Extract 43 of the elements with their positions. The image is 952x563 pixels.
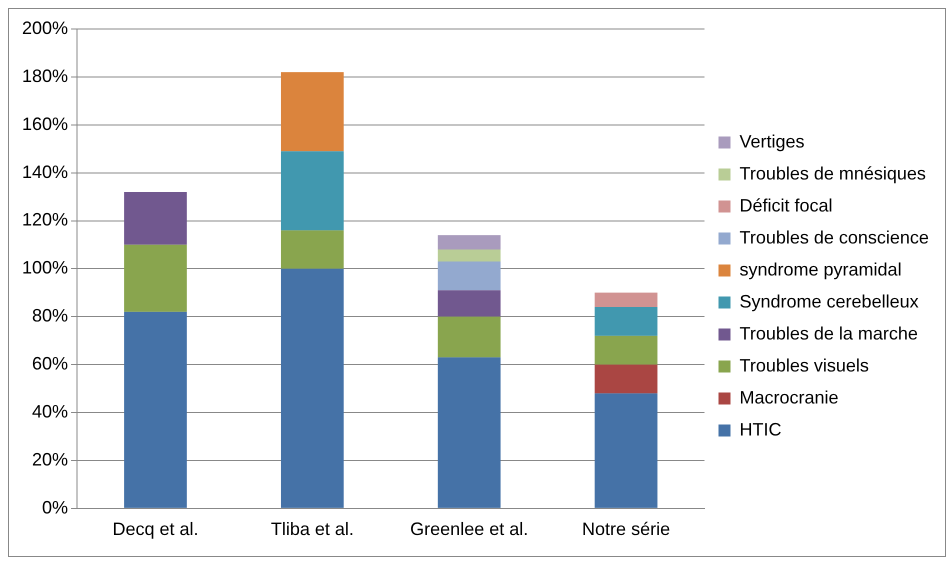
bar [438,262,501,290]
legend-label: Troubles visuels [740,355,869,376]
bar [438,250,501,262]
bar [124,312,187,508]
bar [124,192,187,245]
y-tick-label: 60% [32,354,68,374]
bar [280,268,344,508]
bar [594,336,658,365]
bar [280,72,344,152]
bar [280,151,344,230]
y-tick-label: 20% [32,449,68,470]
legend-label: Troubles de conscience [740,227,929,248]
x-tick-label: Tliba et al. [270,519,354,540]
bar [594,307,658,336]
y-tick-label: 80% [32,306,68,326]
y-tick-label: 200% [22,18,68,38]
legend-label: syndrome pyramidal [740,259,902,280]
bar [438,235,501,250]
y-tick-label: 160% [22,114,68,134]
legend-label: Troubles de la marche [740,323,918,344]
bar [124,244,187,312]
y-tick-label: 120% [22,210,68,230]
x-tick-label: Greenlee et al. [410,519,528,540]
legend-label: Déficit focal [740,195,833,216]
y-tick-label: 180% [22,66,68,86]
legend-label: Troubles de mnésiques [740,163,926,184]
bar [438,357,501,508]
bar [594,364,658,394]
y-tick-label: 40% [32,401,68,422]
y-tick-label: 100% [22,258,68,278]
legend-label: Vertiges [740,131,805,152]
y-tick-label: 140% [22,162,68,182]
bar [594,393,658,508]
bar [438,316,501,358]
x-tick-label: Notre série [582,519,670,540]
y-tick-label: 0% [42,497,68,518]
legend-label: HTIC [740,419,782,440]
bar [438,290,501,317]
legend-label: Syndrome cerebelleux [740,291,919,312]
legend-label: Macrocranie [740,387,839,408]
bar [280,230,344,269]
bar [594,292,658,308]
x-tick-label: Decq et al. [112,519,198,540]
